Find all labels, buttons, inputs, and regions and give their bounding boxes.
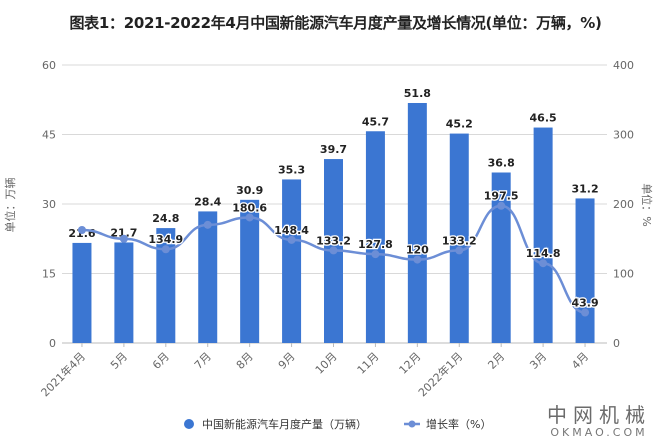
line-value-label: 120 bbox=[406, 244, 429, 257]
x-tick-label: 11月 bbox=[355, 350, 382, 377]
line-point bbox=[413, 255, 422, 264]
bar-value-label: 35.3 bbox=[278, 163, 305, 176]
x-tick-label: 2021年4月 bbox=[38, 349, 88, 399]
x-tick-label: 5月 bbox=[108, 350, 130, 372]
line-point bbox=[455, 246, 464, 255]
bar-value-label: 21.7 bbox=[110, 226, 137, 239]
line-point bbox=[497, 201, 506, 210]
line-point bbox=[245, 213, 254, 222]
right-tick-label: 200 bbox=[613, 198, 634, 211]
x-tick-label: 3月 bbox=[527, 350, 549, 372]
legend-bar-icon bbox=[184, 419, 194, 429]
x-tick-label: 8月 bbox=[234, 350, 256, 372]
bar bbox=[156, 228, 176, 343]
chart-title: 图表1：2021-2022年4月中国新能源汽车月度产量及增长情况(单位：万辆，%… bbox=[69, 14, 602, 32]
bar bbox=[491, 172, 511, 343]
left-tick-label: 60 bbox=[42, 59, 56, 72]
line-point bbox=[581, 308, 590, 317]
line-value-label: 134.9 bbox=[148, 233, 183, 246]
x-tick-label: 9月 bbox=[276, 350, 298, 372]
bar-value-label: 39.7 bbox=[320, 143, 347, 156]
line-value-label: 180.6 bbox=[232, 201, 267, 214]
bar bbox=[533, 127, 553, 343]
line-value-label: 197.5 bbox=[484, 190, 519, 203]
line-point bbox=[161, 245, 170, 254]
x-tick-label: 7月 bbox=[192, 350, 214, 372]
line-value-label: 133.2 bbox=[442, 234, 477, 247]
x-tick-label: 4月 bbox=[569, 350, 591, 372]
bar bbox=[575, 198, 595, 343]
right-tick-label: 100 bbox=[613, 268, 634, 281]
bar-value-label: 28.4 bbox=[194, 195, 221, 208]
line-series: 134.9 180.6 148.4 133.2 127.8 120 133.2 197.5 11… bbox=[77, 188, 600, 317]
bar bbox=[407, 102, 427, 343]
bar bbox=[365, 131, 385, 343]
bar-value-label: 36.8 bbox=[488, 156, 515, 169]
okmao-logo: 中网机械 OKMAO.COM bbox=[547, 403, 651, 439]
left-tick-label: 0 bbox=[49, 337, 56, 350]
left-tick-label: 30 bbox=[42, 198, 56, 211]
line-value-label: 114.8 bbox=[526, 247, 561, 260]
legend-bar-label: 中国新能源汽车月度产量（万辆） bbox=[202, 417, 367, 431]
x-tick-label: 6月 bbox=[150, 350, 172, 372]
left-axis-ticks: 0 15 30 45 60 bbox=[42, 59, 56, 350]
left-axis-label: 单位：万辆 bbox=[3, 178, 17, 233]
right-axis-ticks: 0 100 200 300 400 bbox=[613, 59, 634, 350]
bar-value-label: 45.7 bbox=[362, 115, 389, 128]
right-tick-label: 0 bbox=[613, 337, 620, 350]
bar bbox=[282, 179, 302, 343]
x-tick-label: 12月 bbox=[397, 350, 424, 377]
line-point bbox=[119, 234, 128, 243]
line-point bbox=[539, 259, 548, 268]
left-tick-label: 45 bbox=[42, 129, 56, 142]
bar-value-label: 46.5 bbox=[530, 112, 557, 125]
bar-value-label: 51.8 bbox=[404, 87, 431, 100]
line-point bbox=[287, 235, 296, 244]
line-value-label: 43.9 bbox=[571, 296, 598, 309]
left-tick-label: 15 bbox=[42, 268, 56, 281]
bar-value-label: 24.8 bbox=[152, 212, 179, 225]
bar bbox=[198, 211, 218, 343]
bar bbox=[240, 199, 260, 343]
right-axis-label: 单位：% bbox=[640, 183, 654, 226]
bar bbox=[114, 242, 134, 343]
line-point bbox=[203, 220, 212, 229]
bar-value-label: 30.9 bbox=[236, 184, 263, 197]
x-tick-label: 10月 bbox=[313, 350, 340, 377]
legend-line-label: 增长率（%） bbox=[426, 417, 491, 431]
right-tick-label: 300 bbox=[613, 129, 634, 142]
line-value-label: 133.2 bbox=[316, 234, 351, 247]
line-value-label: 148.4 bbox=[274, 224, 309, 237]
line-point bbox=[371, 250, 380, 259]
bar-value-label: 45.2 bbox=[446, 118, 473, 131]
x-tick-label: 2022年1月 bbox=[415, 349, 465, 399]
legend-line-icon bbox=[408, 420, 416, 428]
bar bbox=[72, 242, 92, 343]
line-point bbox=[77, 226, 86, 234]
bar bbox=[449, 133, 469, 343]
line-point bbox=[329, 246, 338, 255]
legend: 中国新能源汽车月度产量（万辆） 增长率（%） bbox=[184, 417, 491, 431]
x-tick-label: 2月 bbox=[485, 350, 507, 372]
bar-value-label: 31.2 bbox=[571, 182, 598, 195]
line-value-label: 127.8 bbox=[358, 238, 393, 251]
right-tick-label: 400 bbox=[613, 59, 634, 72]
bar-series: 21.621.724.828.430.935.339.745.751.845.2… bbox=[68, 87, 599, 343]
